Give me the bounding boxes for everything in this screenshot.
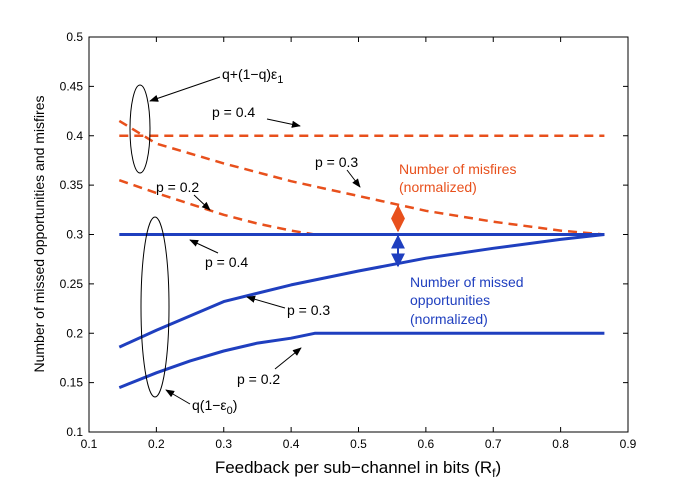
lower-bracket-arrow — [165, 389, 191, 405]
missed-label-line2: opportunities — [410, 292, 490, 308]
p-arrow-misfire-02 — [193, 194, 211, 211]
series-layer — [118, 119, 605, 389]
y-tick-label: 0.4 — [66, 129, 83, 143]
lower-bracket-label: q(1−ε0) — [192, 397, 237, 417]
missed-label-line3: (normalized) — [410, 311, 488, 327]
p-label-missed-03: p = 0.3 — [287, 302, 330, 318]
x-tick-label: 0.7 — [485, 437, 502, 451]
misfires-line-p03 — [118, 119, 605, 236]
p-label-missed-02: p = 0.2 — [237, 371, 280, 387]
p-arrow-misfire-03 — [346, 169, 361, 188]
missed-line-p03 — [118, 233, 605, 349]
missed-label-line1: Number of missed — [410, 274, 524, 290]
x-tick-label: 0.9 — [620, 437, 637, 451]
x-axis-label: Feedback per sub−channel in bits (Rf) — [215, 458, 501, 480]
x-axis-label-sub: f — [492, 466, 496, 480]
upper-bracket-ellipse — [129, 84, 151, 174]
upper-bracket-arrow — [149, 76, 221, 102]
x-axis-label-close: ) — [496, 458, 502, 477]
lower-bracket-label-close: ) — [233, 397, 238, 413]
y-tick-label: 0.1 — [66, 425, 83, 439]
x-tick-label: 0.2 — [148, 437, 165, 451]
p-arrow-missed-03 — [246, 295, 286, 309]
x-axis: 0.1 0.2 0.3 0.4 0.5 0.6 0.7 0.8 0.9 — [81, 37, 637, 451]
y-tick-label: 0.15 — [60, 376, 84, 390]
y-tick-label: 0.2 — [66, 326, 83, 340]
p-arrow-misfire-04 — [266, 118, 301, 128]
y-axis-label: Number of missed opportunities and misfi… — [31, 95, 47, 372]
y-axis: 0.1 0.15 0.2 0.25 0.3 0.35 0.4 0.45 0.5 — [60, 30, 628, 439]
y-tick-label: 0.35 — [60, 178, 84, 192]
y-tick-label: 0.5 — [66, 30, 83, 44]
p-label-misfire-03: p = 0.3 — [315, 154, 358, 170]
x-tick-label: 0.5 — [350, 437, 367, 451]
p-label-misfire-04: p = 0.4 — [212, 104, 255, 120]
p-label-missed-04: p = 0.4 — [205, 254, 248, 270]
x-tick-label: 0.4 — [283, 437, 300, 451]
missed-line-p02 — [118, 331, 605, 389]
lower-bracket-label-sub: 0 — [227, 405, 233, 417]
p-arrow-missed-02 — [274, 347, 302, 370]
p-label-misfire-02: p = 0.2 — [156, 179, 199, 195]
misfires-label-line1: Number of misfires — [399, 161, 516, 177]
p-arrow-missed-04 — [189, 239, 219, 254]
x-tick-label: 0.6 — [418, 437, 435, 451]
x-tick-label: 0.8 — [552, 437, 569, 451]
y-tick-label: 0.25 — [60, 277, 84, 291]
x-tick-label: 0.3 — [215, 437, 232, 451]
y-tick-label: 0.3 — [66, 228, 83, 242]
y-tick-label: 0.45 — [60, 79, 84, 93]
upper-bracket-label-sub: 1 — [277, 74, 283, 86]
upper-bracket-label: q+(1−q)ε1 — [222, 66, 283, 86]
x-tick-label: 0.1 — [81, 437, 98, 451]
lower-bracket-ellipse — [140, 216, 170, 398]
misfires-label-line2: (normalized) — [399, 179, 477, 195]
